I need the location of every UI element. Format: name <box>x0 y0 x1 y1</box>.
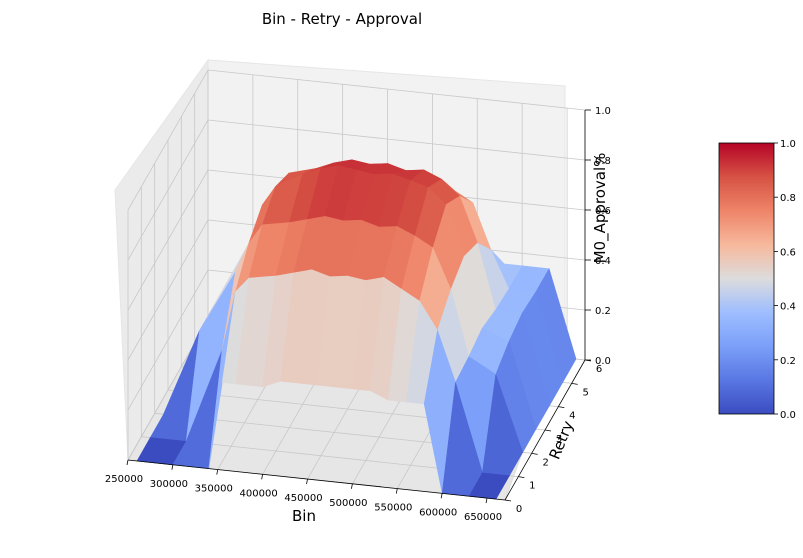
x-tick-label: 400000 <box>240 488 278 499</box>
colorbar-tick-label: 0.6 <box>780 247 796 258</box>
x-tick-label: 550000 <box>374 503 412 514</box>
y-tick-label: 4 <box>569 411 575 422</box>
back-grid-z <box>207 69 586 111</box>
chart-title: Bin - Retry - Approval <box>261 10 423 28</box>
x-tick-mark <box>126 459 129 466</box>
x-tick-mark <box>216 469 219 475</box>
z-tick-label: 0.8 <box>595 156 611 167</box>
z-tick-label: 1.0 <box>595 106 611 117</box>
y-tick-label: 5 <box>582 387 588 398</box>
colorbar: 0.0 0.2 0.4 0.6 0.8 1.0 <box>718 139 796 421</box>
axes: 250000 300000 350000 400000 450000 500000 5500… <box>105 106 611 523</box>
y-tick-label: 6 <box>596 364 602 375</box>
x-tick-mark <box>171 464 174 470</box>
x-axis-label: Bin <box>292 507 316 525</box>
y-tick-label: 0 <box>516 504 522 515</box>
approval-surface <box>136 159 577 500</box>
y-tick-mark <box>544 429 552 432</box>
x-tick-label: 650000 <box>464 512 502 523</box>
colorbar-tick-label: 1.0 <box>780 139 796 150</box>
side-grid-z <box>127 69 209 211</box>
colorbar-ticks: 0.0 0.2 0.4 0.6 0.8 1.0 <box>774 139 796 421</box>
x-tick-label: 450000 <box>284 493 322 504</box>
y-tick-label: 1 <box>529 481 535 492</box>
x-tick-mark <box>485 498 488 504</box>
z-tick-label: 0.4 <box>595 256 611 267</box>
x-tick-mark <box>351 483 353 489</box>
z-tick-label: 0.0 <box>595 356 611 367</box>
z-tick-label: 0.2 <box>595 306 611 317</box>
side-grid-z <box>127 219 209 361</box>
side-grid-z <box>127 169 209 311</box>
back-grid-z <box>207 119 586 161</box>
z-tick-label: 0.6 <box>595 206 611 217</box>
y-tick-mark <box>558 406 565 409</box>
x-tick-mark <box>395 488 398 494</box>
colorbar-gradient <box>718 142 775 415</box>
colorbar-tick-label: 0.8 <box>780 193 796 204</box>
side-grid-z <box>127 269 209 411</box>
x-tick-mark <box>306 478 308 485</box>
x-tick-label: 500000 <box>329 498 367 509</box>
colorbar-tick-label: 0.0 <box>780 410 796 421</box>
y-tick-mark <box>504 499 512 502</box>
y-tick-mark <box>571 382 578 385</box>
x-tick-label: 300000 <box>150 479 188 490</box>
colorbar-tick-label: 0.2 <box>780 356 796 367</box>
y-axis-label: Retry <box>546 418 578 462</box>
y-tick-label: 3 <box>556 434 562 445</box>
x-tick-label: 250000 <box>105 474 143 485</box>
y-tick-label: 2 <box>542 457 548 468</box>
x-tick-label: 350000 <box>195 484 233 495</box>
colorbar-tick-label: 0.4 <box>780 302 796 313</box>
z-axis-label: M0_Approval% <box>591 153 610 264</box>
side-grid-z <box>127 119 209 261</box>
y-tick-mark <box>518 476 525 479</box>
y-tick-mark <box>531 452 538 455</box>
x-tick-mark <box>440 493 443 499</box>
x-tick-label: 600000 <box>419 507 457 518</box>
x-tick-mark <box>261 474 264 480</box>
